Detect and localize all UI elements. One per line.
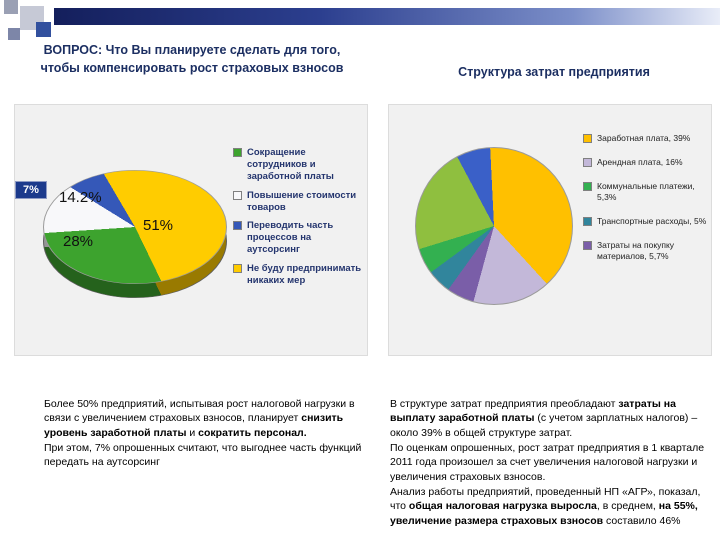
legend-swatch-icon	[233, 148, 242, 157]
legend-swatch-icon	[233, 264, 242, 273]
note-segment: составило 46%	[603, 515, 681, 527]
left-chart-legend: Сокращение сотрудников и заработной плат…	[233, 147, 363, 287]
header-gradient-bar	[54, 8, 720, 25]
left-analysis-text: Более 50% предприятий, испытывая рост на…	[44, 397, 364, 470]
deco-square-icon	[36, 22, 51, 37]
right-pie-chart	[415, 147, 573, 305]
legend-label: Арендная плата, 16%	[597, 157, 683, 168]
note-bold-segment: сократить персонал.	[198, 426, 307, 439]
left-pie-chart	[43, 135, 227, 319]
legend-swatch-icon	[583, 241, 592, 251]
legend-label: Заработная плата, 39%	[597, 133, 691, 143]
legend-item: Сокращение сотрудников и заработной плат…	[233, 147, 363, 183]
legend-label: Повышение стоимости товаров	[247, 189, 357, 213]
deco-square-icon	[8, 28, 20, 40]
right-chart-panel: Заработная плата, 39% Арендная плата, 16%…	[388, 104, 712, 356]
legend-item: Не буду предпринимать никаких мер	[233, 263, 363, 287]
legend-label: Сокращение сотрудников и заработной плат…	[247, 147, 334, 182]
left-chart-panel: 51% 28% 14.2% 7% Сокращение сотрудников …	[14, 104, 368, 356]
note-segment: и	[186, 426, 199, 439]
right-analysis-text: В структуре затрат предприятия преоблада…	[390, 397, 712, 529]
legend-label: Коммунальные платежи, 5,3%	[597, 181, 695, 203]
note-segment: , в среднем,	[596, 500, 659, 513]
legend-label: Не буду предпринимать никаких мер	[247, 263, 362, 286]
legend-item: Переводить часть процессов на аутсорсинг	[233, 220, 363, 256]
pie-face-layer	[43, 169, 227, 285]
legend-swatch-icon	[583, 217, 592, 227]
pie-data-label: 51%	[143, 217, 174, 234]
note-bold-segment: затраты на выплату заработной платы	[390, 397, 676, 425]
legend-swatch-icon	[583, 182, 592, 192]
note-bold-segment: снизить уровень заработной платы	[44, 412, 344, 439]
legend-swatch-icon	[233, 221, 242, 231]
legend-label: Переводить часть процессов на аутсорсинг	[247, 220, 334, 256]
note-segment: В структуре затрат предприятия преоблада…	[390, 397, 619, 410]
legend-item: Арендная плата, 16%	[583, 157, 707, 168]
note-segment: При этом, 7% опрошенных считают, что выг…	[44, 441, 362, 469]
pie-data-label-callout: 7%	[15, 181, 47, 199]
legend-item: Повышение стоимости товаров	[233, 190, 363, 214]
legend-label: Затраты на покупку материалов, 5,7%	[597, 240, 675, 262]
pie-data-label: 28%	[63, 233, 94, 250]
legend-item: Коммунальные платежи, 5,3%	[583, 181, 707, 203]
pie-data-label: 14.2%	[59, 189, 102, 206]
deco-square-icon	[4, 0, 18, 14]
note-bold-segment: на 55%, увеличение размера страховых взн…	[390, 500, 698, 527]
legend-swatch-icon	[583, 158, 592, 168]
right-chart-title: Структура затрат предприятия	[458, 65, 650, 79]
note-segment: Более 50% предприятий, испытывая рост на…	[44, 397, 355, 425]
note-segment: (с учетом зарплатных налогов) – около 39…	[390, 412, 705, 513]
note-bold-segment: общая налоговая нагрузка выросла	[408, 500, 597, 513]
right-chart-legend: Заработная плата, 39% Арендная плата, 16%…	[583, 133, 707, 262]
legend-item: Транспортные расходы, 5%	[583, 216, 707, 227]
legend-label: Транспортные расходы, 5%	[597, 216, 707, 227]
left-chart-title: ВОПРОС: Что Вы планируете сделать для то…	[40, 43, 344, 75]
legend-swatch-icon	[233, 190, 242, 200]
legend-item: Затраты на покупку материалов, 5,7%	[583, 240, 707, 262]
legend-swatch-icon	[583, 134, 592, 143]
legend-item: Заработная плата, 39%	[583, 133, 707, 144]
